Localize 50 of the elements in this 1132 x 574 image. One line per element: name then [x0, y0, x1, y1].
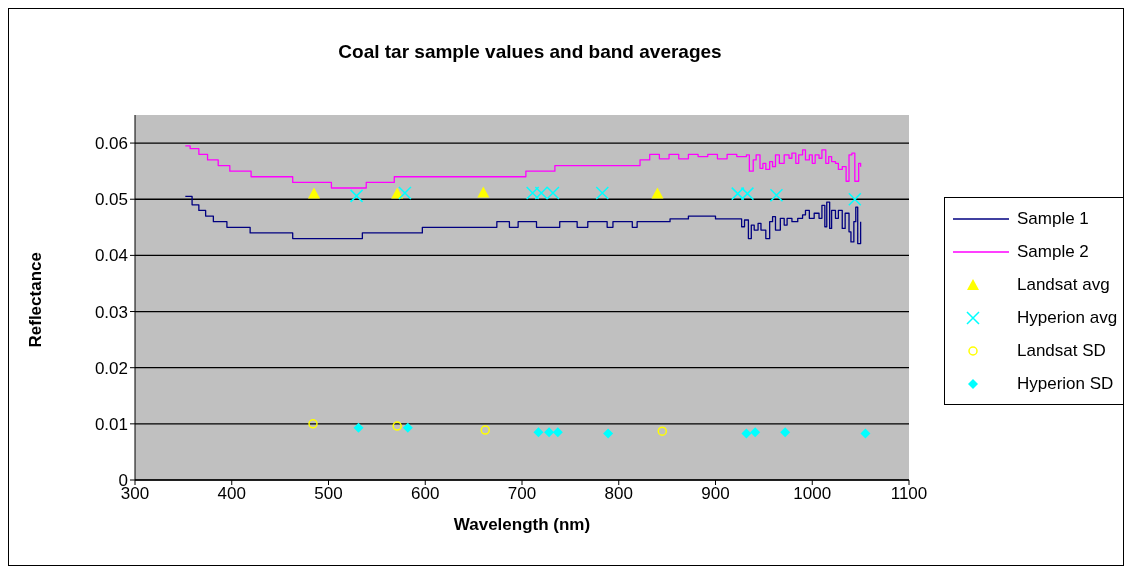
point: [349, 189, 364, 203]
point: [603, 428, 614, 439]
y-axis-title: Reflectance: [26, 252, 46, 348]
point: [741, 428, 752, 439]
x-tick-label: 500: [314, 484, 343, 504]
point: [546, 186, 560, 200]
point: [392, 421, 402, 431]
point: [402, 422, 413, 433]
x-tick-label: 900: [701, 484, 730, 504]
point: [595, 186, 610, 200]
point: [740, 186, 755, 201]
y-tick-label: 0.06: [94, 134, 128, 154]
point: [848, 192, 862, 206]
point: [307, 187, 320, 199]
point: [657, 426, 668, 436]
point: [544, 427, 555, 438]
x-tick-label: 600: [411, 484, 440, 504]
point: [552, 427, 563, 438]
point: [769, 188, 784, 203]
point: [750, 427, 761, 438]
point: [353, 422, 364, 433]
point: [780, 427, 791, 438]
x-tick-label: 800: [604, 484, 633, 504]
legend-label: Hyperion SD: [1017, 373, 1114, 394]
legend-label: Hyperion avg: [1017, 307, 1118, 328]
point: [398, 186, 412, 200]
x-tick-label: 700: [507, 484, 537, 504]
point: [860, 428, 871, 439]
point: [534, 186, 549, 200]
x-tick-label: 1100: [890, 484, 928, 504]
point: [308, 419, 318, 429]
y-tick-label: 0.04: [94, 246, 128, 266]
point: [477, 186, 490, 198]
point: [533, 427, 544, 438]
y-tick-label: 0.02: [94, 358, 128, 378]
legend-label: Sample 2: [1017, 241, 1089, 262]
legend-label: Sample 1: [1017, 208, 1089, 229]
point: [480, 425, 490, 435]
point: [731, 186, 745, 201]
y-tick-label: 0.01: [94, 414, 128, 434]
x-tick-label: 1000: [793, 484, 832, 504]
x-tick-label: 400: [217, 484, 246, 504]
point: [651, 187, 664, 199]
point: [525, 186, 540, 200]
legend-label: Landsat avg: [1017, 274, 1110, 295]
y-tick-label: 0.03: [94, 302, 128, 322]
y-tick-label: 0.05: [94, 190, 128, 210]
x-axis-title: Wavelength (nm): [453, 515, 591, 534]
chart-title: Coal tar sample values and band averages: [337, 41, 723, 63]
legend-label: Landsat SD: [1017, 340, 1106, 361]
